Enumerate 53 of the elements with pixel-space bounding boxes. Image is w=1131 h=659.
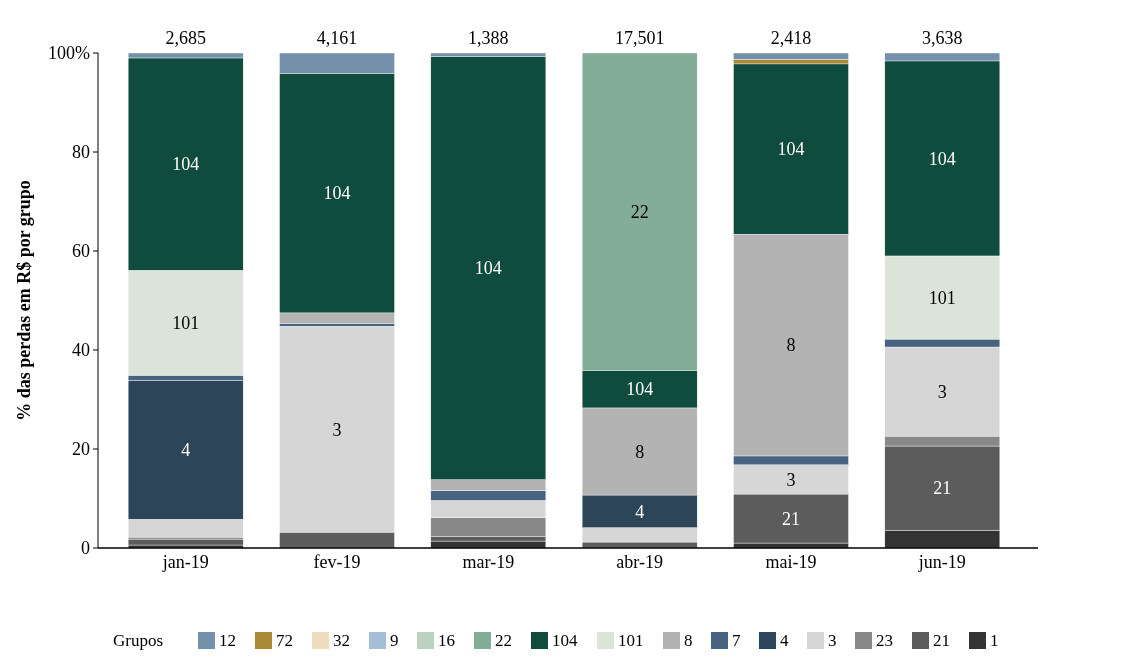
text: 21 (782, 508, 800, 529)
text: 2,685 (165, 28, 206, 48)
x-tick-label: jan-19 (161, 552, 209, 572)
legend-label: 21 (933, 631, 950, 650)
text: 3 (332, 419, 342, 440)
text: 22 (630, 201, 649, 222)
text: 104 (474, 258, 502, 279)
text: 3 (937, 381, 947, 402)
text: 4,161 (316, 28, 358, 48)
text: 3,638 (922, 28, 963, 48)
legend-title: Grupos (113, 631, 164, 650)
text: 8 (635, 441, 645, 462)
legend-label: 8 (684, 631, 693, 650)
y-tick-label: 60 (72, 241, 90, 262)
text: 104 (172, 154, 200, 175)
y-tick-label: 40 (72, 340, 90, 361)
y-tick-label: 20 (72, 439, 90, 460)
x-tick-label: mai-19 (765, 552, 817, 572)
y-tick-label: 0 (81, 538, 90, 559)
y-tick-label: 100% (48, 43, 90, 64)
x-tick-label: mar-19 (462, 552, 515, 572)
legend-label: 72 (276, 631, 293, 650)
text: 104 (323, 183, 351, 204)
x-tick-label: fev-19 (313, 552, 361, 572)
x-tick-label: jun-19 (917, 552, 966, 572)
legend-label: 101 (618, 631, 644, 650)
text: 1,388 (468, 28, 509, 48)
text: 101 (928, 287, 956, 308)
text: 104 (777, 139, 805, 160)
x-tick-label: abr-19 (616, 552, 663, 572)
legend-label: 16 (438, 631, 455, 650)
text: 3 (786, 469, 796, 490)
legend-label: 7 (732, 631, 741, 650)
text: 4 (181, 440, 191, 461)
text: 17,501 (614, 28, 665, 48)
legend-label: 3 (828, 631, 837, 650)
y-tick-label: 80 (72, 142, 90, 163)
text: 104 (552, 631, 578, 650)
text: 101 (172, 313, 200, 334)
text: 2,418 (770, 28, 812, 48)
text: 8 (786, 335, 796, 356)
legend-label: 4 (780, 631, 789, 650)
text: 4 (635, 501, 645, 522)
legend-label: 22 (495, 631, 512, 650)
legend-label: 12 (219, 631, 236, 650)
series-label: 104 (626, 379, 654, 400)
legend-label: 23 (876, 631, 893, 650)
legend-label: 32 (333, 631, 350, 650)
legend-label: 1 (990, 631, 999, 650)
y-axis-title: % das perdas em R$ por grupo (14, 180, 34, 421)
text: 21 (933, 478, 952, 499)
text: 104 (928, 148, 956, 169)
legend-label: 9 (390, 631, 399, 650)
